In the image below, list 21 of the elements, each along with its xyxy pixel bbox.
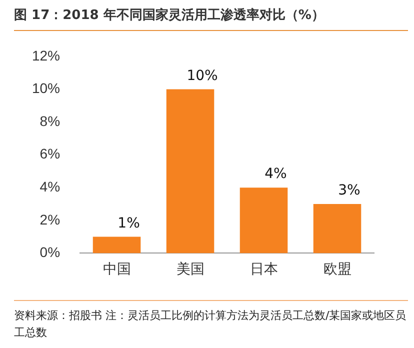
data-label: 1% — [118, 215, 140, 232]
x-tick-label: 日本 — [250, 260, 278, 276]
data-label: 10% — [186, 68, 218, 84]
y-tick-label: 0% — [40, 244, 60, 260]
y-tick-label: 8% — [40, 112, 60, 129]
y-tick-label: 12% — [32, 47, 60, 64]
data-label: 4% — [264, 166, 287, 182]
y-tick-label: 4% — [40, 178, 60, 194]
data-label: 3% — [338, 182, 360, 199]
x-tick-label: 美国 — [176, 260, 204, 276]
bar — [240, 188, 288, 254]
chart-title: 图 17：2018 年不同国家灵活用工渗透率对比（%） — [14, 6, 408, 31]
x-tick-label: 中国 — [102, 260, 131, 276]
text: 资料来源：招股书 注：灵活员工比例的计算方法为灵活员工总数/某国家或地区员工总数 — [14, 300, 408, 341]
bar — [313, 204, 362, 254]
x-tick-label: 欧盟 — [323, 260, 352, 276]
y-tick-label: 2% — [40, 211, 60, 228]
y-tick-label: 10% — [32, 80, 60, 96]
bar — [92, 236, 141, 254]
y-tick-label: 6% — [40, 146, 60, 162]
bar — [166, 89, 214, 254]
